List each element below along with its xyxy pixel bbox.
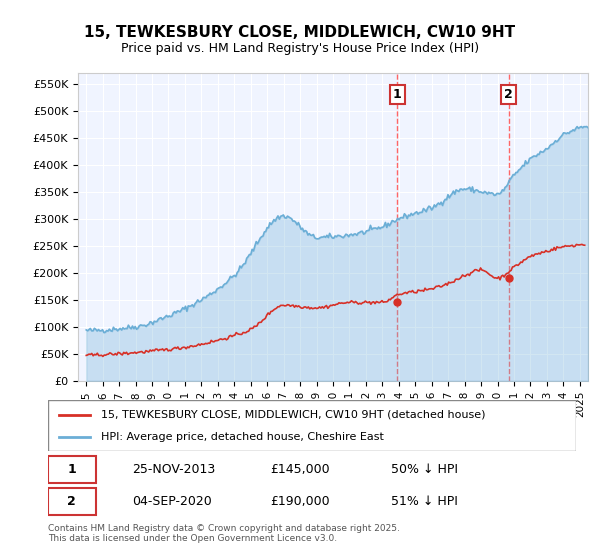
Text: Contains HM Land Registry data © Crown copyright and database right 2025.
This d: Contains HM Land Registry data © Crown c… bbox=[48, 524, 400, 543]
Text: £190,000: £190,000 bbox=[270, 494, 329, 508]
Text: 50% ↓ HPI: 50% ↓ HPI bbox=[391, 463, 458, 475]
Text: 15, TEWKESBURY CLOSE, MIDDLEWICH, CW10 9HT (detached house): 15, TEWKESBURY CLOSE, MIDDLEWICH, CW10 9… bbox=[101, 409, 485, 419]
Text: HPI: Average price, detached house, Cheshire East: HPI: Average price, detached house, Ches… bbox=[101, 432, 383, 442]
Text: 25-NOV-2013: 25-NOV-2013 bbox=[133, 463, 216, 475]
Text: 15, TEWKESBURY CLOSE, MIDDLEWICH, CW10 9HT: 15, TEWKESBURY CLOSE, MIDDLEWICH, CW10 9… bbox=[85, 25, 515, 40]
Text: 1: 1 bbox=[67, 463, 76, 475]
Text: 51% ↓ HPI: 51% ↓ HPI bbox=[391, 494, 458, 508]
Text: 04-SEP-2020: 04-SEP-2020 bbox=[133, 494, 212, 508]
Text: 1: 1 bbox=[393, 88, 401, 101]
Text: 2: 2 bbox=[67, 494, 76, 508]
FancyBboxPatch shape bbox=[48, 455, 95, 483]
FancyBboxPatch shape bbox=[48, 400, 576, 451]
Text: 2: 2 bbox=[504, 88, 513, 101]
Text: Price paid vs. HM Land Registry's House Price Index (HPI): Price paid vs. HM Land Registry's House … bbox=[121, 42, 479, 55]
Text: £145,000: £145,000 bbox=[270, 463, 329, 475]
FancyBboxPatch shape bbox=[48, 488, 95, 515]
